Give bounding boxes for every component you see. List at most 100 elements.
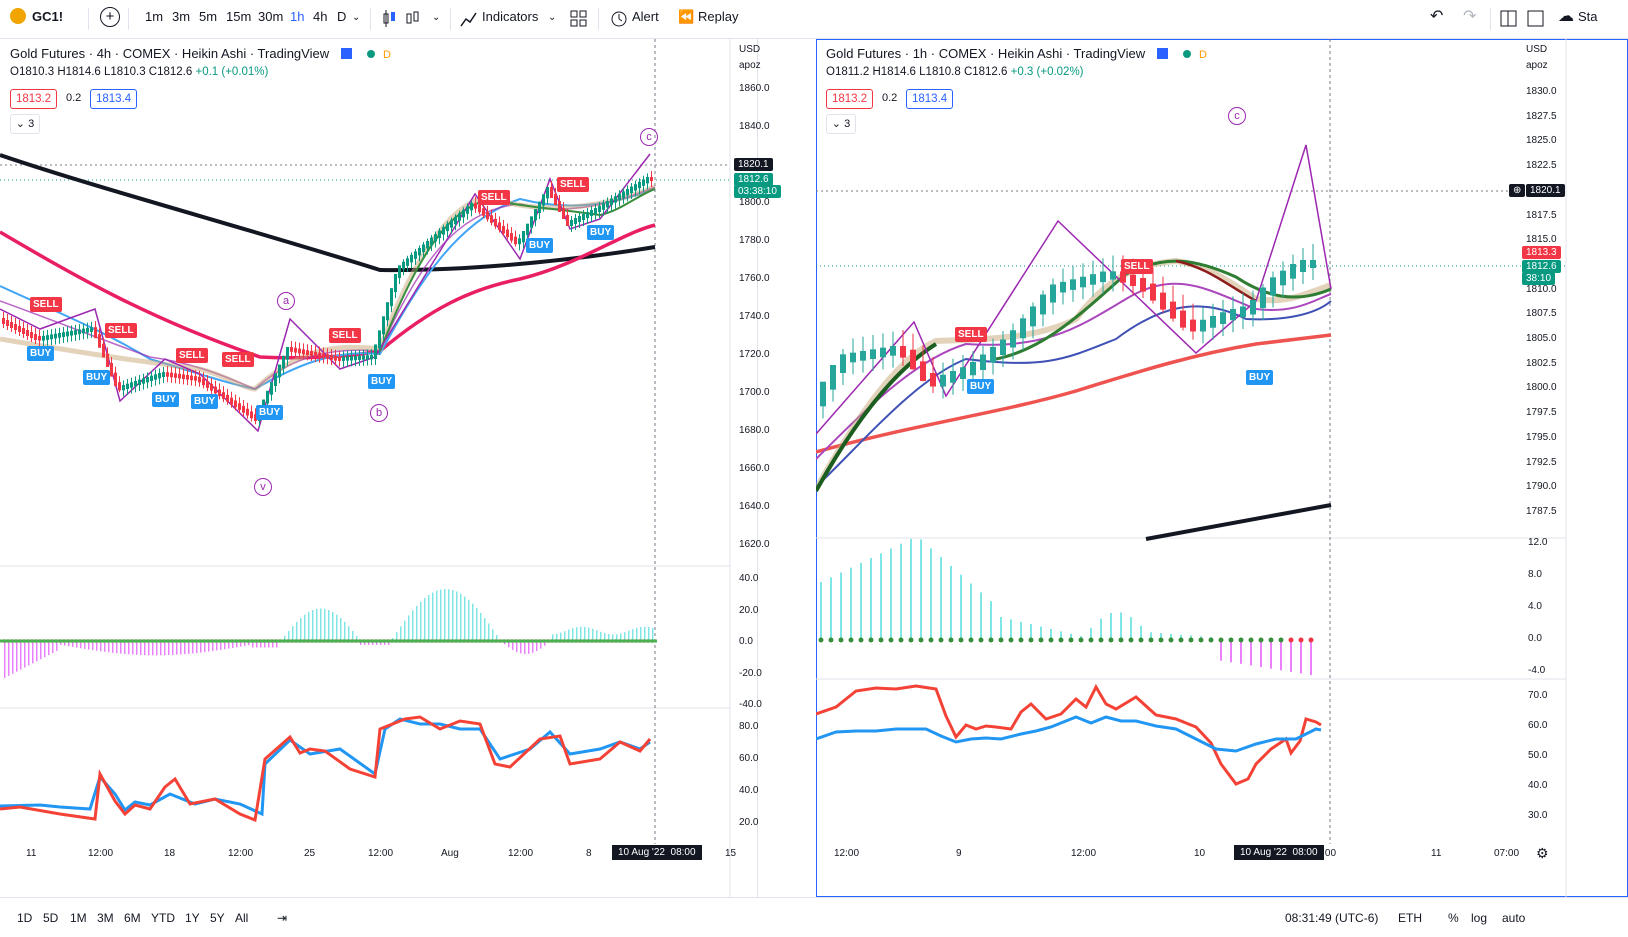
- candle-body: [42, 335, 45, 341]
- range-3m[interactable]: 3M: [97, 911, 114, 925]
- osc-bar: [200, 641, 202, 653]
- auto-toggle[interactable]: auto: [1502, 911, 1526, 925]
- candle-body: [182, 374, 185, 379]
- undo-icon[interactable]: ↶: [1430, 8, 1444, 25]
- candle-body: [454, 216, 457, 225]
- osc-bar: [572, 628, 574, 641]
- signal-label: SELL: [105, 323, 137, 338]
- time-tick-label: 15: [725, 848, 737, 859]
- candle-body: [1240, 306, 1246, 317]
- alert-button[interactable]: Alert: [632, 9, 659, 24]
- osc-bar: [360, 641, 362, 645]
- candle-body: [30, 332, 33, 338]
- candle-body: [602, 203, 605, 210]
- range-all[interactable]: All: [235, 911, 249, 925]
- axis-tick-label: 1640.0: [739, 501, 770, 512]
- osc-bar: [1030, 624, 1032, 640]
- scale-mode[interactable]: apoz: [1526, 60, 1548, 71]
- interval-d[interactable]: D: [337, 9, 347, 24]
- interval-1m[interactable]: 1m: [145, 9, 164, 24]
- osc-bar: [396, 632, 398, 641]
- candles-icon[interactable]: [381, 9, 397, 29]
- interval-1h[interactable]: 1h: [290, 9, 305, 24]
- redo-icon[interactable]: ↷: [1463, 8, 1477, 25]
- candle-body: [158, 373, 161, 379]
- percent-toggle[interactable]: %: [1448, 911, 1459, 925]
- symbol-search[interactable]: GC1!: [32, 9, 64, 24]
- osc-bar: [640, 627, 642, 641]
- left-sell-price[interactable]: 1813.2: [10, 89, 58, 109]
- layout-grid-icon[interactable]: [570, 10, 588, 28]
- range-1d[interactable]: 1D: [17, 911, 33, 925]
- currency-selector[interactable]: USD: [739, 44, 761, 55]
- osc-bar: [544, 641, 546, 646]
- interval-30m[interactable]: 30m: [258, 9, 284, 24]
- left-indicators-collapse[interactable]: ⌄ 3: [10, 114, 40, 134]
- osc-bar: [236, 641, 238, 648]
- osc-bar: [244, 641, 246, 646]
- range-5y[interactable]: 5Y: [210, 911, 225, 925]
- osc-bar: [220, 641, 222, 650]
- candle-body: [70, 330, 73, 336]
- osc-bar: [1250, 640, 1252, 666]
- osc-bar: [388, 641, 390, 645]
- settings-gear-icon[interactable]: ⚙: [1536, 845, 1549, 861]
- signal-label: BUY: [27, 346, 55, 361]
- range-ytd[interactable]: YTD: [151, 911, 175, 925]
- range-5d[interactable]: 5D: [43, 911, 59, 925]
- split-layout-icon[interactable]: [1500, 10, 1518, 28]
- flag-icon[interactable]: [1156, 48, 1168, 59]
- goto-date-icon[interactable]: ⇥: [277, 911, 288, 925]
- osc-bar: [528, 641, 530, 654]
- compare-add-icon[interactable]: +: [100, 7, 120, 27]
- candle-body: [290, 347, 293, 352]
- left-chart-pane[interactable]: Gold Futures · 4h · COMEX · Heikin Ashi …: [0, 39, 781, 897]
- osc-bar: [464, 596, 466, 641]
- axis-tick-label: 1700.0: [739, 387, 770, 398]
- interval-4h[interactable]: 4h: [313, 9, 328, 24]
- candle-body: [870, 349, 876, 359]
- interval-3m[interactable]: 3m: [172, 9, 191, 24]
- interval-5m[interactable]: 5m: [199, 9, 218, 24]
- osc-bar: [616, 634, 618, 641]
- signal-label: BUY: [368, 374, 396, 389]
- clock[interactable]: 08:31:49 (UTC-6): [1285, 911, 1379, 925]
- save-label[interactable]: Sta: [1578, 9, 1598, 24]
- indicators-dropdown-icon[interactable]: ⌄: [548, 12, 557, 23]
- osc-bar: [1070, 633, 1072, 640]
- fullscreen-icon[interactable]: [1527, 10, 1545, 28]
- left-chart-title: Gold Futures · 4h · COMEX · Heikin Ashi …: [10, 46, 330, 61]
- currency-selector[interactable]: USD: [1526, 44, 1548, 55]
- osc-dot: [868, 637, 874, 643]
- candle-body: [18, 326, 21, 332]
- osc-bar: [1220, 640, 1222, 661]
- interval-dropdown-icon[interactable]: ⌄: [352, 12, 361, 23]
- range-1m[interactable]: 1M: [70, 911, 87, 925]
- replay-button[interactable]: Replay: [698, 9, 739, 24]
- session-toggle[interactable]: ETH: [1398, 911, 1422, 925]
- candle-body: [418, 247, 421, 256]
- osc-bar: [208, 641, 210, 652]
- flag-icon[interactable]: [340, 48, 352, 59]
- heikin-ashi-icon[interactable]: [405, 9, 421, 29]
- right-chart-pane[interactable]: Gold Futures · 1h · COMEX · Heikin Ashi …: [816, 39, 1628, 897]
- osc-bar: [1050, 628, 1052, 640]
- indicators-button[interactable]: Indicators: [482, 9, 539, 24]
- scale-mode[interactable]: apoz: [739, 60, 761, 71]
- candle-body: [558, 201, 561, 212]
- divider: [598, 8, 599, 30]
- osc-bar: [264, 641, 266, 648]
- candle-body: [306, 350, 309, 355]
- right-buy-price[interactable]: 1813.4: [906, 89, 954, 109]
- log-toggle[interactable]: log: [1471, 911, 1488, 925]
- chart-type-dropdown-icon[interactable]: ⌄: [432, 12, 441, 23]
- interval-15m[interactable]: 15m: [226, 9, 252, 24]
- left-buy-price[interactable]: 1813.4: [90, 89, 138, 109]
- crosshair-add-icon[interactable]: ⊕: [1509, 184, 1526, 197]
- osc-bar: [384, 641, 386, 645]
- rsi-line: [0, 715, 652, 823]
- range-6m[interactable]: 6M: [124, 911, 141, 925]
- right-sell-price[interactable]: 1813.2: [826, 89, 874, 109]
- right-indicators-collapse[interactable]: ⌄ 3: [826, 114, 856, 134]
- range-1y[interactable]: 1Y: [185, 911, 200, 925]
